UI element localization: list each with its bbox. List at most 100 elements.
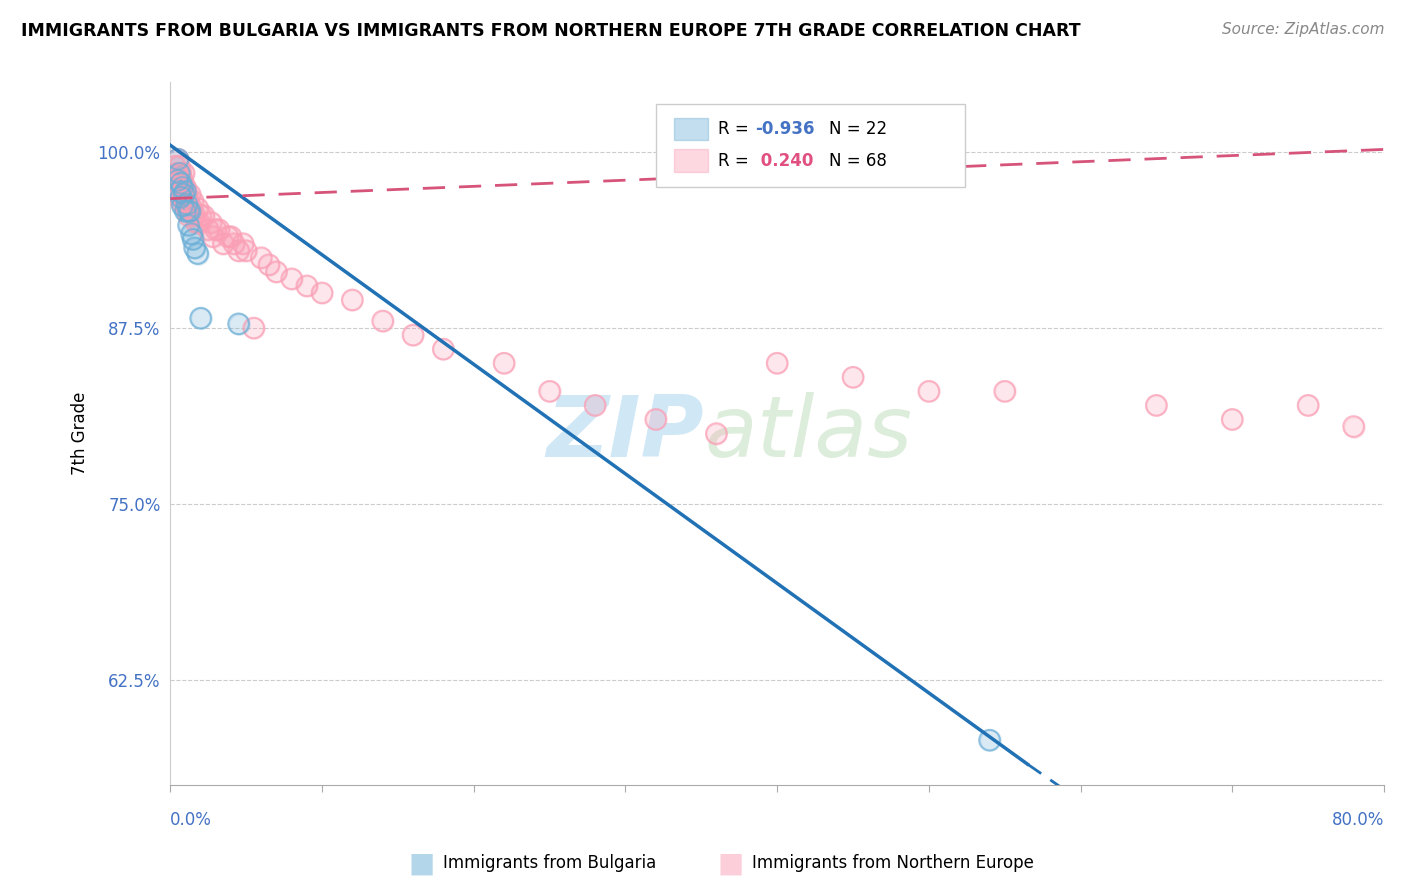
Point xyxy=(187,202,209,216)
Point xyxy=(172,180,194,194)
Point xyxy=(172,199,194,213)
Point xyxy=(217,229,239,244)
Point xyxy=(170,176,193,190)
Point xyxy=(180,202,202,216)
Point xyxy=(311,285,333,300)
Point xyxy=(842,370,865,384)
Point xyxy=(173,180,195,194)
Point xyxy=(167,153,190,167)
Point xyxy=(190,209,212,223)
Point xyxy=(228,317,250,331)
Point xyxy=(177,194,200,209)
Point xyxy=(232,236,254,251)
Point xyxy=(583,399,606,413)
Point xyxy=(432,342,454,356)
Point xyxy=(266,265,288,279)
Point xyxy=(204,222,226,236)
Point xyxy=(212,236,235,251)
Point xyxy=(169,173,191,187)
Point xyxy=(197,222,219,236)
Point xyxy=(706,426,728,441)
Point xyxy=(235,244,257,258)
Point xyxy=(280,272,302,286)
Point xyxy=(188,216,211,230)
Point xyxy=(170,180,193,194)
Point xyxy=(190,209,212,223)
Point xyxy=(177,204,200,219)
Point xyxy=(190,311,212,326)
Point xyxy=(173,187,195,202)
Point xyxy=(188,216,211,230)
Point xyxy=(174,180,197,194)
Point xyxy=(1296,399,1319,413)
Text: 0.240: 0.240 xyxy=(755,152,814,169)
Point xyxy=(167,180,190,194)
Text: R =: R = xyxy=(717,152,754,169)
Point xyxy=(644,412,666,426)
Text: -0.936: -0.936 xyxy=(755,120,815,138)
Point xyxy=(232,236,254,251)
Point xyxy=(228,317,250,331)
Point xyxy=(371,314,394,328)
Point xyxy=(184,216,207,230)
Point xyxy=(311,285,333,300)
Point xyxy=(201,229,224,244)
Point xyxy=(181,194,204,209)
Point xyxy=(177,209,200,223)
Point xyxy=(180,227,202,241)
Point xyxy=(165,166,187,180)
Point xyxy=(163,159,186,173)
Point xyxy=(204,222,226,236)
Point xyxy=(402,328,425,343)
Point xyxy=(167,153,190,167)
Point xyxy=(174,194,197,209)
Point xyxy=(193,209,215,223)
Point xyxy=(172,173,194,187)
Point xyxy=(201,229,224,244)
Point xyxy=(197,222,219,236)
Point xyxy=(176,187,198,202)
Point xyxy=(208,222,231,236)
Point xyxy=(165,166,187,180)
Point xyxy=(170,194,193,209)
Point xyxy=(644,412,666,426)
Point xyxy=(173,166,195,180)
Point xyxy=(170,166,193,180)
Point xyxy=(169,166,191,180)
Point xyxy=(170,180,193,194)
Point xyxy=(208,222,231,236)
Point xyxy=(706,426,728,441)
Point xyxy=(494,356,516,370)
Point xyxy=(172,199,194,213)
Point xyxy=(193,209,215,223)
Point xyxy=(219,229,242,244)
Point xyxy=(179,204,201,219)
Point xyxy=(1144,399,1167,413)
Point xyxy=(183,209,205,223)
Text: N = 22: N = 22 xyxy=(830,120,887,138)
Point xyxy=(173,194,195,209)
Point xyxy=(295,278,318,293)
Point xyxy=(280,272,302,286)
Point xyxy=(172,187,194,202)
FancyBboxPatch shape xyxy=(673,150,709,172)
Point xyxy=(174,185,197,199)
Point xyxy=(1343,419,1365,434)
Point xyxy=(217,229,239,244)
Point xyxy=(179,187,201,202)
Point xyxy=(169,185,191,199)
Point xyxy=(1144,399,1167,413)
Point xyxy=(177,219,200,233)
Text: Immigrants from Northern Europe: Immigrants from Northern Europe xyxy=(752,855,1033,872)
Point xyxy=(167,166,190,180)
Point xyxy=(177,204,200,219)
Text: ■: ■ xyxy=(409,849,434,878)
Point xyxy=(176,197,198,211)
Point xyxy=(250,251,273,265)
Point xyxy=(170,190,193,204)
Point xyxy=(342,293,364,307)
Text: R =: R = xyxy=(717,120,754,138)
Point xyxy=(242,321,264,335)
Point xyxy=(212,236,235,251)
Point xyxy=(979,733,1001,747)
